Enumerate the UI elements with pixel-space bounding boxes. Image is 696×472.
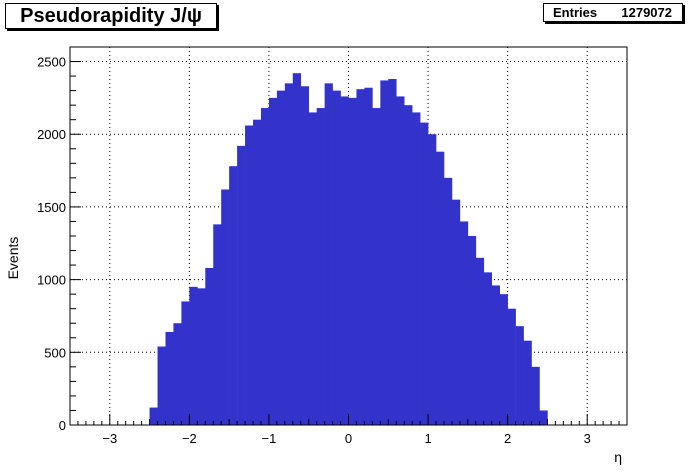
x-tick-label: −1	[262, 431, 277, 446]
histogram-bin	[276, 90, 286, 425]
histogram-bin	[531, 366, 540, 425]
y-tick-label: 500	[44, 345, 66, 360]
y-tick-label: 2000	[37, 127, 66, 142]
histogram-bin	[372, 108, 381, 426]
x-tick-label: 2	[504, 431, 511, 446]
histogram-bin	[157, 346, 166, 425]
x-tick-label: 0	[345, 431, 352, 446]
histogram-bin	[149, 407, 158, 425]
histogram-bin	[221, 189, 230, 425]
x-tick-label: −3	[102, 431, 117, 446]
histogram-bin	[499, 294, 508, 425]
y-tick-label: 2500	[37, 55, 66, 70]
histogram-bin	[245, 125, 254, 425]
x-tick-label: 3	[584, 431, 591, 446]
histogram-bin	[173, 323, 182, 425]
y-tick-label: 1000	[37, 273, 66, 288]
histogram-bin	[181, 301, 190, 425]
histogram-bin	[515, 326, 524, 425]
histogram-bin	[253, 119, 262, 425]
histogram-bin	[428, 134, 437, 425]
histogram-bin	[316, 108, 325, 426]
stats-entries-label: Entries	[553, 5, 598, 20]
tick-labels: −3 −2 −1 0 1 2 3 0 500 1000 1500 2000 2500	[37, 55, 591, 446]
histogram-bin	[436, 151, 445, 425]
histogram-bin	[268, 97, 278, 425]
histogram-bin	[348, 97, 357, 425]
histogram-bin	[300, 86, 310, 425]
histogram-bin	[205, 267, 214, 425]
histogram-bin	[491, 285, 500, 425]
histogram-bin	[539, 410, 548, 425]
histogram-bin	[260, 108, 270, 426]
histogram-bin	[292, 73, 302, 426]
histogram-bin	[396, 96, 405, 425]
stats-entries-value: 1279072	[621, 5, 672, 20]
histogram-bin	[308, 112, 317, 425]
histogram-bin	[213, 224, 222, 425]
stats-box: Entries 1279072	[543, 3, 683, 22]
histogram-bin	[340, 96, 349, 425]
x-tick-label: 1	[424, 431, 431, 446]
histogram-bin	[451, 199, 461, 425]
histogram-bin	[475, 257, 485, 425]
histogram-bin	[284, 83, 294, 425]
histogram-bin	[459, 221, 469, 425]
histogram-bin	[229, 166, 238, 425]
histogram-bin	[332, 90, 341, 425]
histogram-bin	[364, 87, 373, 425]
histogram-bin	[412, 112, 421, 425]
histogram-bars	[149, 73, 548, 426]
histogram-bin	[507, 308, 516, 425]
histogram-bin	[189, 286, 198, 425]
histogram-bin	[404, 105, 413, 426]
histogram-bin	[324, 83, 333, 425]
histogram-bin	[165, 331, 174, 425]
chart-title: Pseudorapidity J/ψ	[5, 3, 217, 29]
histogram-bin	[467, 236, 477, 425]
histogram-bin	[388, 78, 397, 425]
histogram-bin	[380, 80, 389, 425]
x-axis-title: η	[614, 449, 622, 465]
histogram-bin	[356, 89, 365, 426]
histogram-bin	[483, 272, 493, 425]
y-tick-label: 1500	[37, 200, 66, 215]
y-tick-label: 0	[59, 418, 66, 433]
histogram-bin	[237, 145, 246, 425]
y-axis-title: Events	[5, 237, 21, 280]
chart-title-text: Pseudorapidity J/ψ	[20, 4, 202, 27]
histogram-bin	[197, 288, 206, 425]
axis-ticks	[69, 46, 628, 426]
histogram-bin	[443, 177, 453, 425]
histogram-bin	[420, 122, 429, 425]
histogram-bin	[523, 340, 532, 425]
x-tick-label: −2	[182, 431, 197, 446]
